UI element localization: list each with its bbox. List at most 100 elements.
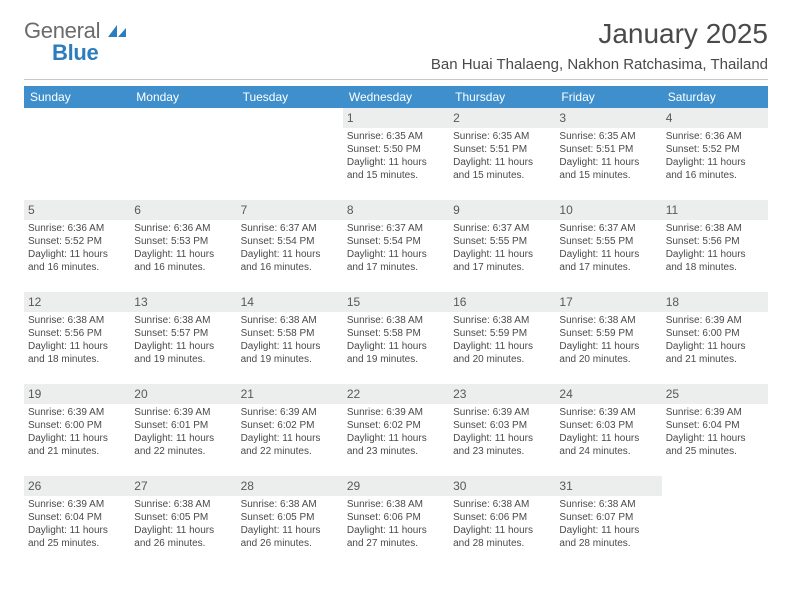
- day-details: Sunrise: 6:38 AMSunset: 6:05 PMDaylight:…: [130, 496, 236, 554]
- day-details: Sunrise: 6:39 AMSunset: 6:03 PMDaylight:…: [555, 404, 661, 462]
- day-number: 20: [130, 384, 236, 404]
- calendar-day-cell: 19Sunrise: 6:39 AMSunset: 6:00 PMDayligh…: [24, 384, 130, 476]
- day-details: Sunrise: 6:37 AMSunset: 5:55 PMDaylight:…: [555, 220, 661, 278]
- calendar-day-cell: 8Sunrise: 6:37 AMSunset: 5:54 PMDaylight…: [343, 200, 449, 292]
- day-number: 18: [662, 292, 768, 312]
- day-number: 9: [449, 200, 555, 220]
- day-details: Sunrise: 6:38 AMSunset: 6:05 PMDaylight:…: [237, 496, 343, 554]
- calendar-day-cell: 27Sunrise: 6:38 AMSunset: 6:05 PMDayligh…: [130, 476, 236, 568]
- calendar-day-cell: 23Sunrise: 6:39 AMSunset: 6:03 PMDayligh…: [449, 384, 555, 476]
- calendar-day-cell: 7Sunrise: 6:37 AMSunset: 5:54 PMDaylight…: [237, 200, 343, 292]
- day-number: 26: [24, 476, 130, 496]
- dow-header: Sunday: [24, 86, 130, 108]
- logo-sail-icon: [107, 24, 127, 38]
- day-number: 13: [130, 292, 236, 312]
- day-number: 14: [237, 292, 343, 312]
- day-number: 16: [449, 292, 555, 312]
- calendar-day-cell: 18Sunrise: 6:39 AMSunset: 6:00 PMDayligh…: [662, 292, 768, 384]
- divider: [24, 79, 768, 80]
- day-number: 23: [449, 384, 555, 404]
- day-number: 6: [130, 200, 236, 220]
- day-details: Sunrise: 6:35 AMSunset: 5:51 PMDaylight:…: [555, 128, 661, 186]
- title-block: January 2025 Ban Huai Thalaeng, Nakhon R…: [431, 18, 768, 73]
- day-number: 15: [343, 292, 449, 312]
- dow-header: Thursday: [449, 86, 555, 108]
- day-details: Sunrise: 6:39 AMSunset: 6:03 PMDaylight:…: [449, 404, 555, 462]
- day-details: Sunrise: 6:35 AMSunset: 5:51 PMDaylight:…: [449, 128, 555, 186]
- calendar-body: 0x0x0x1Sunrise: 6:35 AMSunset: 5:50 PMDa…: [24, 108, 768, 568]
- calendar-day-cell: 13Sunrise: 6:38 AMSunset: 5:57 PMDayligh…: [130, 292, 236, 384]
- day-details: Sunrise: 6:37 AMSunset: 5:54 PMDaylight:…: [237, 220, 343, 278]
- header: General Blue January 2025 Ban Huai Thala…: [24, 18, 768, 73]
- calendar-day-cell: 30Sunrise: 6:38 AMSunset: 6:06 PMDayligh…: [449, 476, 555, 568]
- calendar-day-cell: 4Sunrise: 6:36 AMSunset: 5:52 PMDaylight…: [662, 108, 768, 200]
- calendar-day-cell: 0x: [662, 476, 768, 568]
- calendar-day-cell: 25Sunrise: 6:39 AMSunset: 6:04 PMDayligh…: [662, 384, 768, 476]
- calendar-day-cell: 2Sunrise: 6:35 AMSunset: 5:51 PMDaylight…: [449, 108, 555, 200]
- day-details: Sunrise: 6:39 AMSunset: 6:00 PMDaylight:…: [662, 312, 768, 370]
- calendar-day-cell: 5Sunrise: 6:36 AMSunset: 5:52 PMDaylight…: [24, 200, 130, 292]
- day-number: 17: [555, 292, 661, 312]
- day-details: Sunrise: 6:38 AMSunset: 5:59 PMDaylight:…: [449, 312, 555, 370]
- day-details: Sunrise: 6:36 AMSunset: 5:52 PMDaylight:…: [662, 128, 768, 186]
- dow-header: Wednesday: [343, 86, 449, 108]
- day-number: 5: [24, 200, 130, 220]
- day-number: 11: [662, 200, 768, 220]
- dow-header: Saturday: [662, 86, 768, 108]
- day-details: Sunrise: 6:39 AMSunset: 6:04 PMDaylight:…: [24, 496, 130, 554]
- dow-header-row: SundayMondayTuesdayWednesdayThursdayFrid…: [24, 86, 768, 108]
- day-number: 1: [343, 108, 449, 128]
- calendar-day-cell: 31Sunrise: 6:38 AMSunset: 6:07 PMDayligh…: [555, 476, 661, 568]
- day-details: Sunrise: 6:37 AMSunset: 5:54 PMDaylight:…: [343, 220, 449, 278]
- day-details: Sunrise: 6:39 AMSunset: 6:00 PMDaylight:…: [24, 404, 130, 462]
- day-number: 3: [555, 108, 661, 128]
- day-details: Sunrise: 6:39 AMSunset: 6:04 PMDaylight:…: [662, 404, 768, 462]
- logo-word-blue: Blue: [52, 40, 127, 66]
- day-number: 12: [24, 292, 130, 312]
- day-number: 22: [343, 384, 449, 404]
- calendar-day-cell: 24Sunrise: 6:39 AMSunset: 6:03 PMDayligh…: [555, 384, 661, 476]
- calendar-week-row: 12Sunrise: 6:38 AMSunset: 5:56 PMDayligh…: [24, 292, 768, 384]
- day-number: 28: [237, 476, 343, 496]
- calendar-day-cell: 26Sunrise: 6:39 AMSunset: 6:04 PMDayligh…: [24, 476, 130, 568]
- day-number: 4: [662, 108, 768, 128]
- day-details: Sunrise: 6:35 AMSunset: 5:50 PMDaylight:…: [343, 128, 449, 186]
- day-number: 7: [237, 200, 343, 220]
- calendar-day-cell: 22Sunrise: 6:39 AMSunset: 6:02 PMDayligh…: [343, 384, 449, 476]
- calendar-day-cell: 21Sunrise: 6:39 AMSunset: 6:02 PMDayligh…: [237, 384, 343, 476]
- calendar-day-cell: 20Sunrise: 6:39 AMSunset: 6:01 PMDayligh…: [130, 384, 236, 476]
- calendar-day-cell: 17Sunrise: 6:38 AMSunset: 5:59 PMDayligh…: [555, 292, 661, 384]
- day-number: 19: [24, 384, 130, 404]
- day-details: Sunrise: 6:38 AMSunset: 5:58 PMDaylight:…: [343, 312, 449, 370]
- logo: General Blue: [24, 18, 127, 66]
- location: Ban Huai Thalaeng, Nakhon Ratchasima, Th…: [431, 56, 768, 73]
- day-number: 24: [555, 384, 661, 404]
- day-details: Sunrise: 6:38 AMSunset: 5:59 PMDaylight:…: [555, 312, 661, 370]
- day-number: 2: [449, 108, 555, 128]
- calendar-week-row: 19Sunrise: 6:39 AMSunset: 6:00 PMDayligh…: [24, 384, 768, 476]
- day-details: Sunrise: 6:38 AMSunset: 5:57 PMDaylight:…: [130, 312, 236, 370]
- day-details: Sunrise: 6:38 AMSunset: 6:06 PMDaylight:…: [449, 496, 555, 554]
- calendar-day-cell: 0x: [130, 108, 236, 200]
- day-number: 8: [343, 200, 449, 220]
- calendar-table: SundayMondayTuesdayWednesdayThursdayFrid…: [24, 86, 768, 568]
- dow-header: Monday: [130, 86, 236, 108]
- calendar-day-cell: 6Sunrise: 6:36 AMSunset: 5:53 PMDaylight…: [130, 200, 236, 292]
- day-number: 10: [555, 200, 661, 220]
- calendar-day-cell: 1Sunrise: 6:35 AMSunset: 5:50 PMDaylight…: [343, 108, 449, 200]
- day-number: 25: [662, 384, 768, 404]
- calendar-day-cell: 9Sunrise: 6:37 AMSunset: 5:55 PMDaylight…: [449, 200, 555, 292]
- day-number: 27: [130, 476, 236, 496]
- calendar-day-cell: 28Sunrise: 6:38 AMSunset: 6:05 PMDayligh…: [237, 476, 343, 568]
- day-details: Sunrise: 6:38 AMSunset: 5:58 PMDaylight:…: [237, 312, 343, 370]
- day-details: Sunrise: 6:36 AMSunset: 5:53 PMDaylight:…: [130, 220, 236, 278]
- day-number: 30: [449, 476, 555, 496]
- day-details: Sunrise: 6:37 AMSunset: 5:55 PMDaylight:…: [449, 220, 555, 278]
- calendar-week-row: 5Sunrise: 6:36 AMSunset: 5:52 PMDaylight…: [24, 200, 768, 292]
- dow-header: Friday: [555, 86, 661, 108]
- calendar-day-cell: 3Sunrise: 6:35 AMSunset: 5:51 PMDaylight…: [555, 108, 661, 200]
- calendar-day-cell: 15Sunrise: 6:38 AMSunset: 5:58 PMDayligh…: [343, 292, 449, 384]
- day-details: Sunrise: 6:38 AMSunset: 5:56 PMDaylight:…: [24, 312, 130, 370]
- day-details: Sunrise: 6:38 AMSunset: 6:07 PMDaylight:…: [555, 496, 661, 554]
- calendar-day-cell: 11Sunrise: 6:38 AMSunset: 5:56 PMDayligh…: [662, 200, 768, 292]
